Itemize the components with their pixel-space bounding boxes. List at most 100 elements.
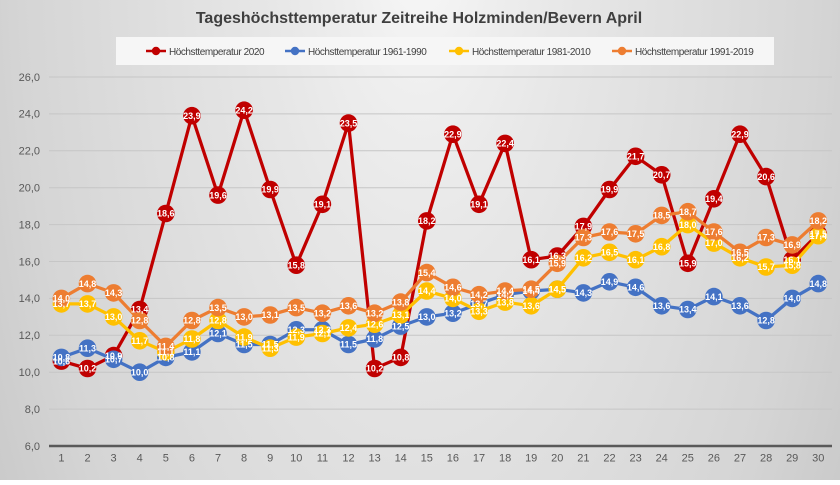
svg-text:17,6: 17,6 xyxy=(601,227,619,237)
svg-text:14,5: 14,5 xyxy=(549,284,567,294)
svg-text:10,7: 10,7 xyxy=(105,355,123,365)
svg-text:15,8: 15,8 xyxy=(288,260,306,270)
svg-text:13,5: 13,5 xyxy=(288,303,306,313)
svg-text:17,9: 17,9 xyxy=(575,222,593,232)
svg-text:29: 29 xyxy=(786,453,798,465)
svg-text:12,3: 12,3 xyxy=(314,325,332,335)
svg-text:16: 16 xyxy=(447,453,459,465)
svg-text:21: 21 xyxy=(577,453,589,465)
svg-text:23,9: 23,9 xyxy=(183,111,201,121)
svg-text:19,9: 19,9 xyxy=(261,185,279,195)
svg-text:11,3: 11,3 xyxy=(262,343,279,353)
svg-text:13,5: 13,5 xyxy=(209,303,227,313)
svg-text:18,2: 18,2 xyxy=(418,216,436,226)
svg-text:13,8: 13,8 xyxy=(496,297,514,307)
svg-text:11,1: 11,1 xyxy=(157,347,174,357)
svg-text:14,0: 14,0 xyxy=(53,294,71,304)
svg-text:22,9: 22,9 xyxy=(444,129,462,139)
svg-text:10,2: 10,2 xyxy=(366,364,384,374)
svg-text:14,9: 14,9 xyxy=(601,277,619,287)
svg-text:11,9: 11,9 xyxy=(288,332,305,342)
svg-text:11,7: 11,7 xyxy=(131,336,148,346)
svg-text:18,0: 18,0 xyxy=(679,220,697,230)
svg-text:14,3: 14,3 xyxy=(575,288,593,298)
svg-text:14,1: 14,1 xyxy=(705,292,723,302)
svg-text:9: 9 xyxy=(267,453,273,465)
svg-text:14,6: 14,6 xyxy=(627,283,645,293)
svg-text:15,9: 15,9 xyxy=(679,259,697,269)
svg-text:13,2: 13,2 xyxy=(366,308,384,318)
svg-text:13,2: 13,2 xyxy=(444,308,462,318)
svg-text:20: 20 xyxy=(551,453,563,465)
svg-text:13,6: 13,6 xyxy=(522,301,540,311)
svg-text:16,1: 16,1 xyxy=(627,255,645,265)
svg-text:13,6: 13,6 xyxy=(731,301,749,311)
svg-text:19,1: 19,1 xyxy=(314,200,332,210)
svg-text:15: 15 xyxy=(421,453,433,465)
svg-text:10,0: 10,0 xyxy=(131,367,149,377)
svg-text:22: 22 xyxy=(603,453,615,465)
svg-text:12,6: 12,6 xyxy=(366,319,384,329)
svg-text:13,4: 13,4 xyxy=(679,305,697,315)
svg-text:11,1: 11,1 xyxy=(183,347,200,357)
svg-text:20,0: 20,0 xyxy=(19,183,40,195)
svg-text:16,2: 16,2 xyxy=(575,253,593,263)
svg-text:11,5: 11,5 xyxy=(340,340,357,350)
svg-text:16,0: 16,0 xyxy=(19,256,40,268)
svg-text:12: 12 xyxy=(342,453,354,465)
svg-text:13,7: 13,7 xyxy=(470,299,488,309)
svg-text:23: 23 xyxy=(629,453,641,465)
svg-text:13,4: 13,4 xyxy=(131,305,149,315)
svg-text:11,5: 11,5 xyxy=(262,340,279,350)
svg-text:15,4: 15,4 xyxy=(418,268,436,278)
svg-text:13,2: 13,2 xyxy=(314,308,332,318)
svg-text:1: 1 xyxy=(58,453,64,465)
svg-text:18,2: 18,2 xyxy=(810,216,828,226)
svg-text:13,7: 13,7 xyxy=(53,299,71,309)
svg-text:14,0: 14,0 xyxy=(444,294,462,304)
svg-text:18: 18 xyxy=(499,453,511,465)
svg-text:11,3: 11,3 xyxy=(79,343,96,353)
svg-text:13: 13 xyxy=(368,453,380,465)
svg-text:12,1: 12,1 xyxy=(314,329,332,339)
svg-text:22,9: 22,9 xyxy=(731,129,749,139)
svg-text:16,9: 16,9 xyxy=(783,240,801,250)
svg-text:3: 3 xyxy=(111,453,117,465)
svg-text:19,6: 19,6 xyxy=(209,190,227,200)
svg-text:14,4: 14,4 xyxy=(522,286,540,296)
svg-text:16,2: 16,2 xyxy=(731,253,749,263)
svg-text:12,3: 12,3 xyxy=(288,325,306,335)
svg-text:Höchsttemperatur 2020: Höchsttemperatur 2020 xyxy=(169,47,265,58)
svg-text:16,5: 16,5 xyxy=(601,248,619,258)
svg-text:17: 17 xyxy=(473,453,485,465)
svg-text:18,5: 18,5 xyxy=(653,211,671,221)
svg-text:12,8: 12,8 xyxy=(757,316,775,326)
svg-text:6: 6 xyxy=(189,453,195,465)
svg-text:14,8: 14,8 xyxy=(79,279,97,289)
svg-text:19,4: 19,4 xyxy=(705,194,723,204)
svg-text:19,1: 19,1 xyxy=(470,200,488,210)
svg-text:7: 7 xyxy=(215,453,221,465)
svg-text:Höchsttemperatur 1981-2010: Höchsttemperatur 1981-2010 xyxy=(472,47,591,58)
svg-text:15,7: 15,7 xyxy=(757,262,775,272)
svg-text:8,0: 8,0 xyxy=(25,404,40,416)
svg-text:10,8: 10,8 xyxy=(53,353,71,363)
svg-text:22,4: 22,4 xyxy=(496,139,514,149)
svg-text:14: 14 xyxy=(395,453,407,465)
svg-text:Höchsttemperatur 1961-1990: Höchsttemperatur 1961-1990 xyxy=(308,47,427,58)
svg-text:14,5: 14,5 xyxy=(549,284,567,294)
svg-text:14,8: 14,8 xyxy=(810,279,828,289)
svg-text:20,6: 20,6 xyxy=(757,172,775,182)
svg-text:17,3: 17,3 xyxy=(575,233,593,243)
svg-text:12,4: 12,4 xyxy=(340,323,358,333)
svg-text:14,0: 14,0 xyxy=(783,294,801,304)
svg-text:27: 27 xyxy=(734,453,746,465)
svg-text:28: 28 xyxy=(760,453,772,465)
svg-text:2: 2 xyxy=(84,453,90,465)
svg-text:17,6: 17,6 xyxy=(705,227,723,237)
svg-text:19: 19 xyxy=(525,453,537,465)
svg-text:18,6: 18,6 xyxy=(157,209,175,219)
svg-text:15,9: 15,9 xyxy=(549,259,567,269)
svg-text:11: 11 xyxy=(317,453,328,465)
svg-text:11,5: 11,5 xyxy=(236,340,253,350)
